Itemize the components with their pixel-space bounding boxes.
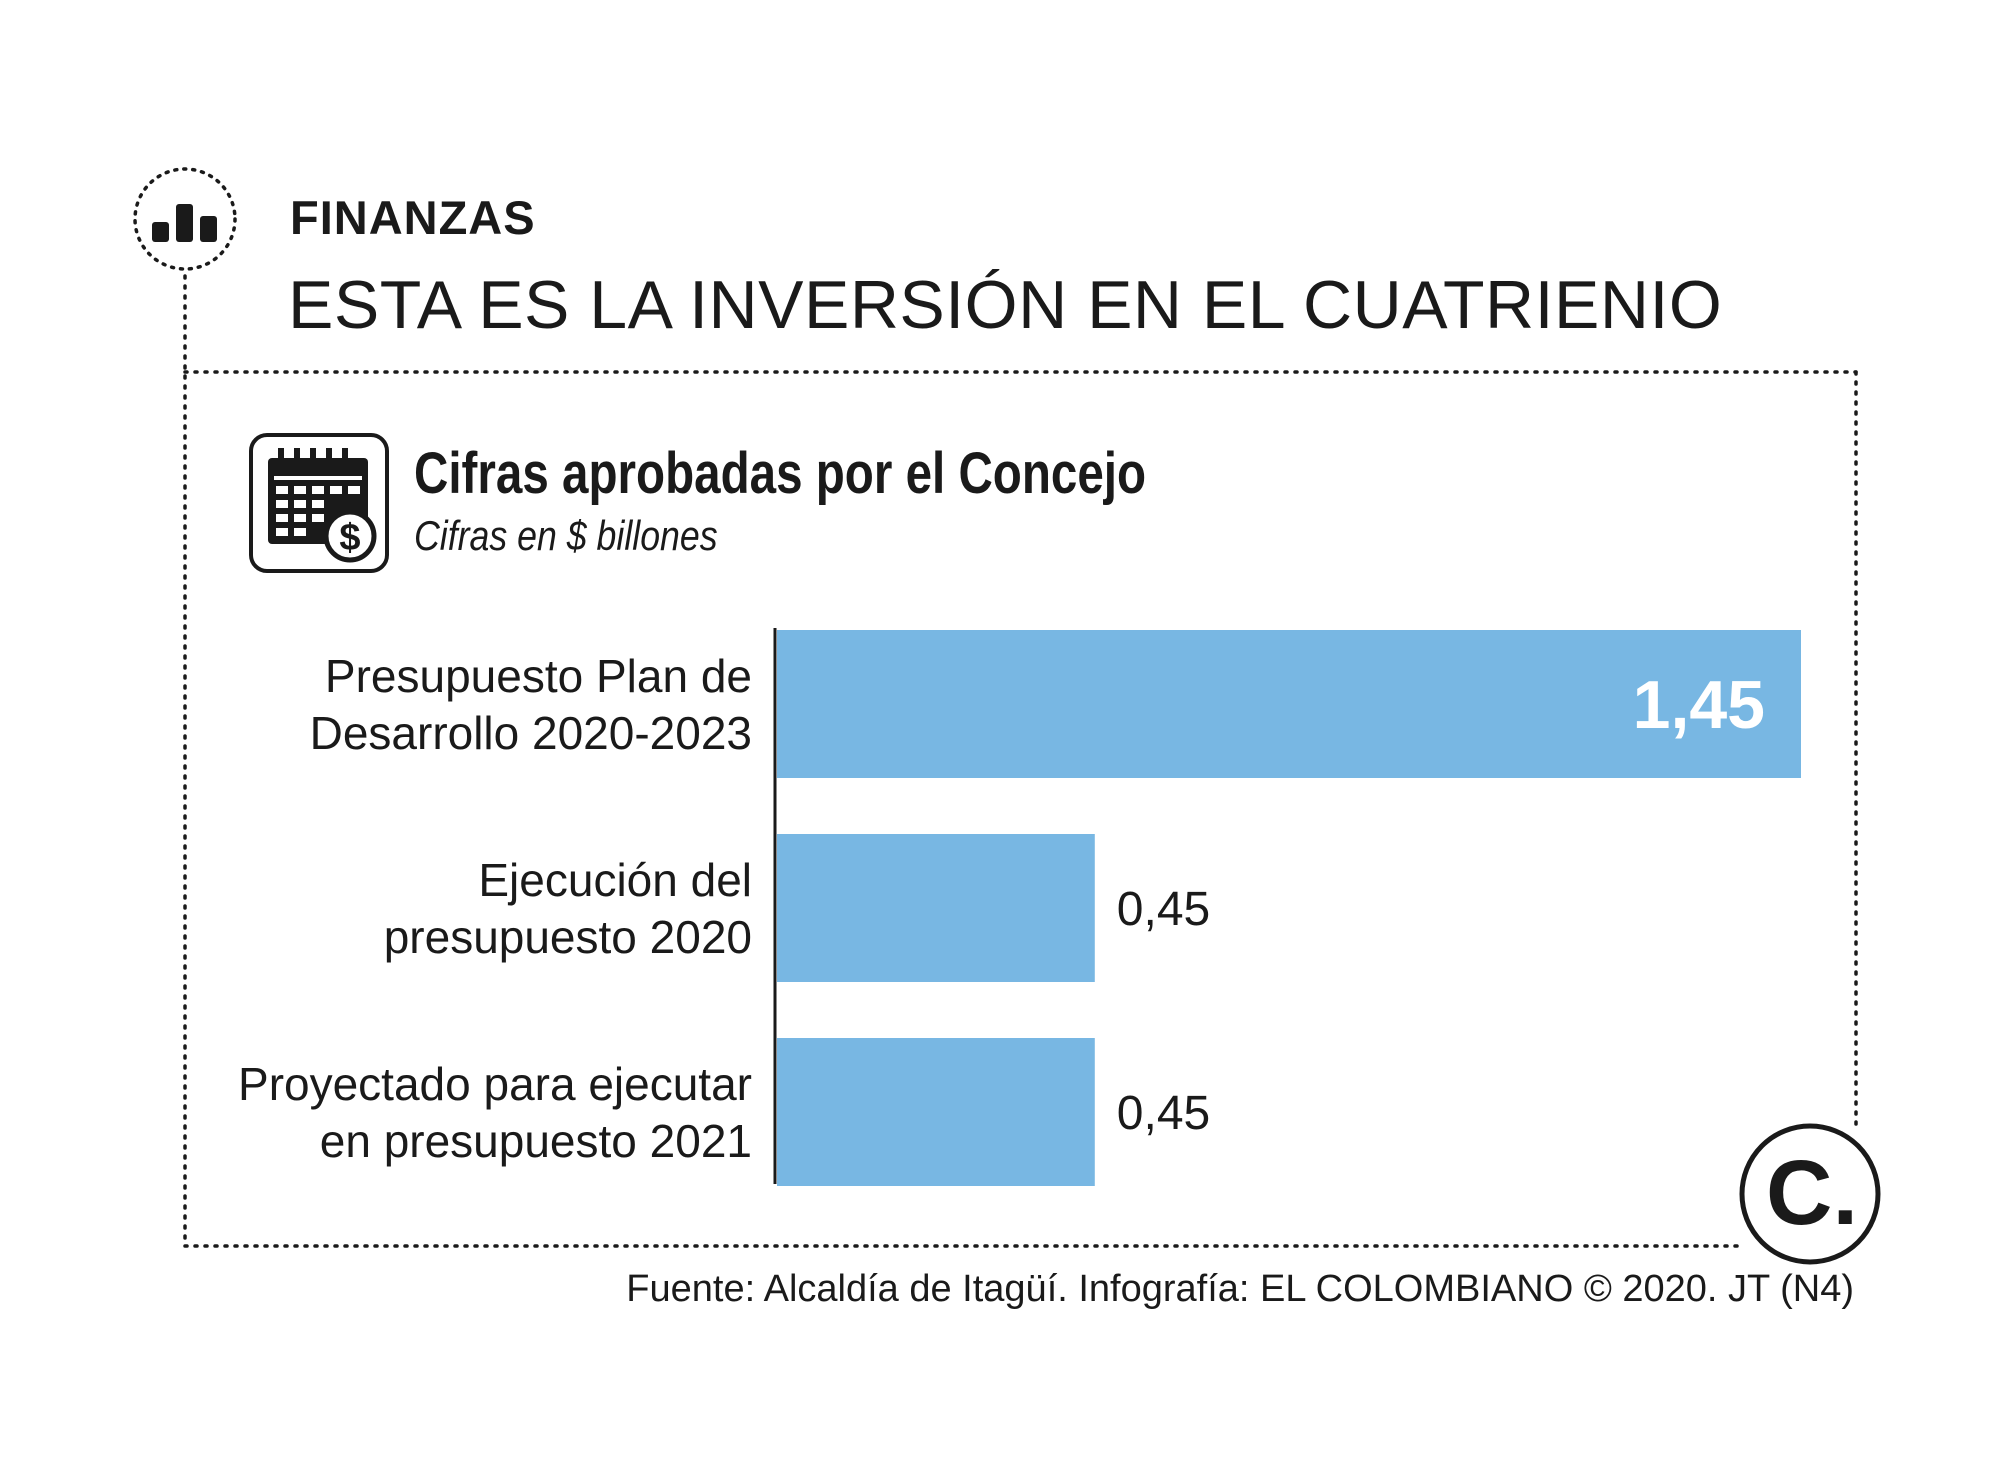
logo-letter: C. bbox=[1766, 1142, 1858, 1244]
bar-value-label: 0,45 bbox=[1117, 883, 1210, 936]
category-label-line: Ejecución del bbox=[478, 854, 752, 906]
bar bbox=[777, 630, 1801, 778]
bar-chart-icon bbox=[133, 167, 237, 271]
chart-title: Cifras aprobadas por el Concejo bbox=[414, 441, 1147, 506]
section-label: FINANZAS bbox=[290, 191, 536, 244]
category-label: Proyectado para ejecutar en presupuesto … bbox=[232, 1056, 752, 1170]
source-note: Fuente: Alcaldía de Itagüí. Infografía: … bbox=[626, 1268, 1854, 1310]
category-label-line: en presupuesto 2021 bbox=[319, 1115, 752, 1167]
calendar-dollar-icon: $ bbox=[249, 433, 389, 573]
bar bbox=[777, 1038, 1095, 1186]
category-label: Presupuesto Plan de Desarrollo 2020-2023 bbox=[232, 648, 752, 762]
bar-value-label: 0,45 bbox=[1117, 1087, 1210, 1140]
category-label-line: Desarrollo 2020-2023 bbox=[309, 707, 752, 759]
category-label-line: Presupuesto Plan de bbox=[324, 650, 752, 702]
category-label-line: Proyectado para ejecutar bbox=[238, 1058, 752, 1110]
chart-subtitle: Cifras en $ billones bbox=[414, 512, 718, 559]
svg-text:$: $ bbox=[339, 517, 360, 559]
el-colombiano-logo: C. bbox=[1739, 1123, 1881, 1265]
bar-value-label: 1,45 bbox=[1633, 667, 1765, 743]
category-label-line: presupuesto 2020 bbox=[383, 911, 752, 963]
category-label: Ejecución del presupuesto 2020 bbox=[232, 852, 752, 966]
bar bbox=[777, 834, 1095, 982]
headline: ESTA ES LA INVERSIÓN EN EL CUATRIENIO bbox=[288, 267, 1723, 343]
